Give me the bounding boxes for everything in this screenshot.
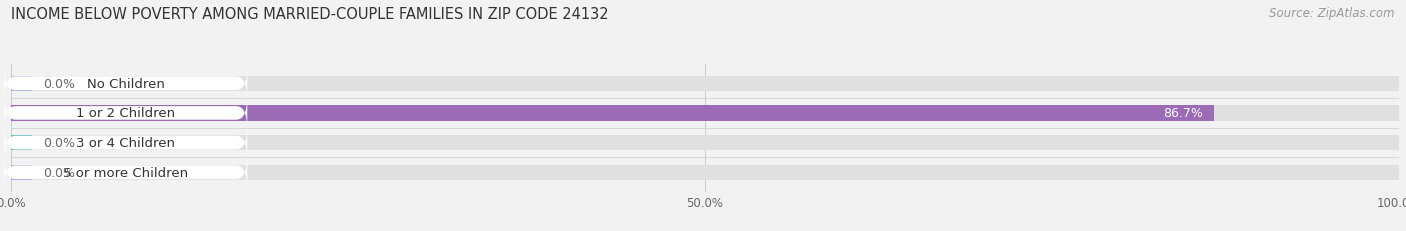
- Text: 86.7%: 86.7%: [1163, 107, 1204, 120]
- Text: 0.0%: 0.0%: [44, 166, 75, 179]
- Bar: [11, 76, 32, 91]
- Text: 3 or 4 Children: 3 or 4 Children: [76, 137, 176, 149]
- Bar: [11, 106, 1399, 121]
- Text: No Children: No Children: [87, 77, 165, 90]
- Text: 0.0%: 0.0%: [44, 77, 75, 90]
- Text: Source: ZipAtlas.com: Source: ZipAtlas.com: [1270, 7, 1395, 20]
- Bar: [11, 135, 1399, 151]
- Text: INCOME BELOW POVERTY AMONG MARRIED-COUPLE FAMILIES IN ZIP CODE 24132: INCOME BELOW POVERTY AMONG MARRIED-COUPL…: [11, 7, 609, 22]
- Bar: [11, 165, 32, 180]
- FancyBboxPatch shape: [4, 126, 247, 160]
- FancyBboxPatch shape: [4, 156, 247, 189]
- FancyBboxPatch shape: [4, 67, 247, 101]
- Bar: [11, 165, 1399, 180]
- Text: 5 or more Children: 5 or more Children: [63, 166, 188, 179]
- FancyBboxPatch shape: [4, 97, 247, 130]
- Text: 1 or 2 Children: 1 or 2 Children: [76, 107, 176, 120]
- Bar: [11, 106, 1215, 121]
- Bar: [11, 76, 1399, 91]
- Bar: [11, 135, 32, 151]
- Text: 0.0%: 0.0%: [44, 137, 75, 149]
